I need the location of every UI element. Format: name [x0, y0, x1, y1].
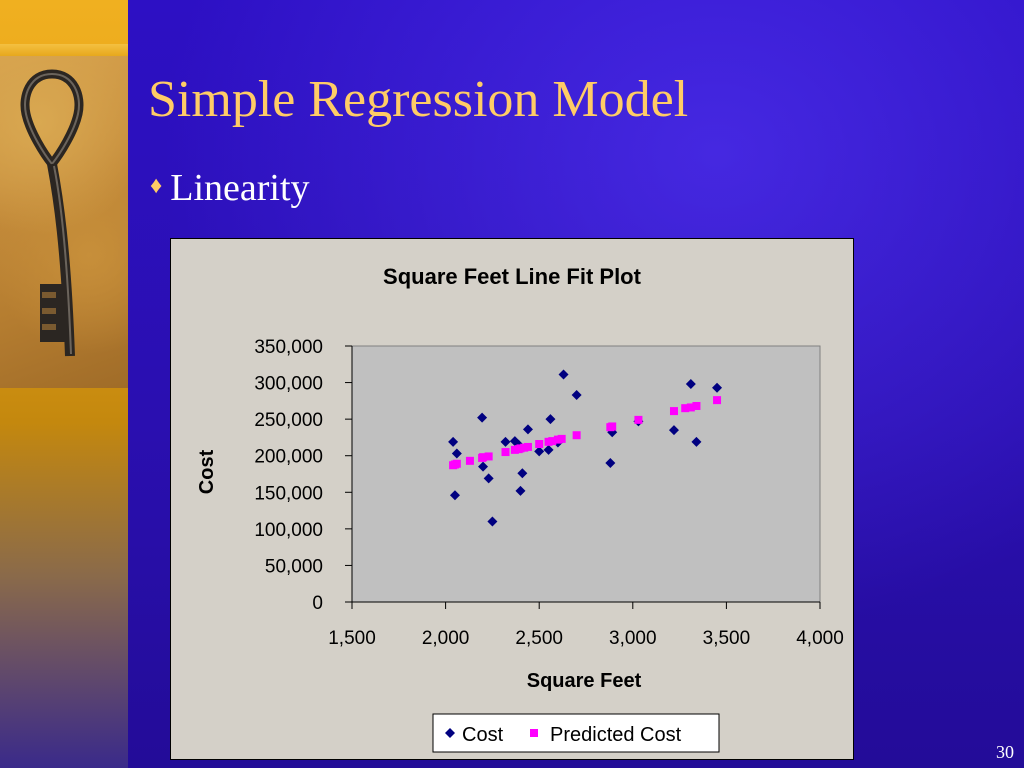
predicted-cost-point: [572, 431, 581, 440]
y-tick-label: 150,000: [254, 483, 323, 504]
y-tick-label: 350,000: [254, 337, 323, 358]
cost-point: [571, 390, 582, 401]
predicted-cost-point: [713, 396, 722, 405]
cost-point: [451, 448, 462, 459]
cost-point: [543, 444, 554, 455]
key-photo: [0, 56, 128, 388]
cost-point: [605, 458, 616, 469]
predicted-cost-point: [692, 401, 701, 410]
cost-point: [448, 436, 459, 447]
predicted-cost-point: [535, 440, 544, 449]
predicted-cost-point: [634, 415, 643, 424]
predicted-cost-point: [465, 456, 474, 465]
cost-point: [685, 379, 696, 390]
x-tick-label: 3,500: [703, 628, 751, 649]
cost-point: [517, 468, 528, 479]
chart-title: Square Feet Line Fit Plot: [383, 264, 642, 289]
y-axis: 0 50,000 100,000 150,000 200,000 250,000 300,0…: [254, 337, 353, 614]
predicted-cost-point: [686, 403, 695, 412]
predicted-cost-point: [479, 453, 488, 462]
chart-container: Square Feet Line Fit Plot 0 50,000 100,000…: [170, 238, 854, 760]
y-tick-label: 250,000: [254, 410, 323, 431]
predicted-cost-point: [501, 448, 510, 457]
x-tick-label: 3,000: [609, 628, 657, 649]
line-fit-plot: Square Feet Line Fit Plot 0 50,000 100,000…: [196, 264, 844, 753]
cost-point: [500, 436, 511, 447]
bullet-text: Linearity: [170, 167, 310, 209]
y-tick-label: 300,000: [254, 374, 323, 395]
y-tick-label: 100,000: [254, 520, 323, 541]
cost-point: [487, 516, 498, 527]
skeleton-key-icon: [20, 69, 84, 357]
cost-point: [478, 461, 489, 472]
cost-point: [545, 414, 556, 425]
predicted-cost-point: [608, 422, 617, 431]
y-axis-label: Cost: [196, 449, 218, 494]
cost-point: [477, 412, 488, 423]
legend-cost-label: Cost: [462, 724, 504, 746]
legend: Cost Predicted Cost: [432, 713, 720, 753]
cost-point: [668, 425, 679, 436]
x-tick-label: 2,500: [515, 628, 563, 649]
cost-point: [522, 424, 533, 435]
legend-predicted-marker: [530, 729, 538, 737]
predicted-cost-point: [484, 452, 493, 461]
predicted-cost-point: [681, 404, 690, 413]
cost-point: [691, 436, 702, 447]
cost-point: [712, 382, 723, 393]
legend-predicted-label: Predicted Cost: [550, 724, 682, 746]
x-axis-label: Square Feet: [527, 670, 642, 692]
data-points: [448, 369, 723, 527]
slide-title: Simple Regression Model: [148, 71, 689, 128]
cost-point: [449, 490, 460, 501]
legend-cost-marker: [445, 728, 455, 738]
sidebar-band: [0, 44, 128, 56]
diamond-bullet-icon: ♦: [150, 173, 163, 199]
y-tick-label: 0: [312, 593, 323, 614]
predicted-cost-point: [548, 437, 557, 446]
x-tick-label: 1,500: [328, 628, 376, 649]
x-tick-label: 4,000: [796, 628, 844, 649]
predicted-cost-point: [452, 459, 461, 468]
legend-box: [432, 713, 720, 753]
cost-point: [483, 473, 494, 484]
x-tick-label: 2,000: [422, 628, 470, 649]
cost-point: [534, 446, 545, 457]
x-axis: 1,500 2,000 2,500 3,000 3,500 4,000: [328, 601, 844, 649]
bullet-item: ♦ Linearity: [150, 166, 310, 210]
predicted-cost-point: [557, 434, 566, 443]
plot-area: [351, 345, 821, 603]
y-tick-label: 50,000: [265, 556, 323, 577]
slide-number: 30: [996, 742, 1014, 762]
cost-point: [558, 369, 569, 380]
cost-point: [515, 485, 526, 496]
y-tick-label: 200,000: [254, 447, 323, 468]
predicted-cost-point: [669, 407, 678, 416]
predicted-cost-point: [523, 442, 532, 451]
